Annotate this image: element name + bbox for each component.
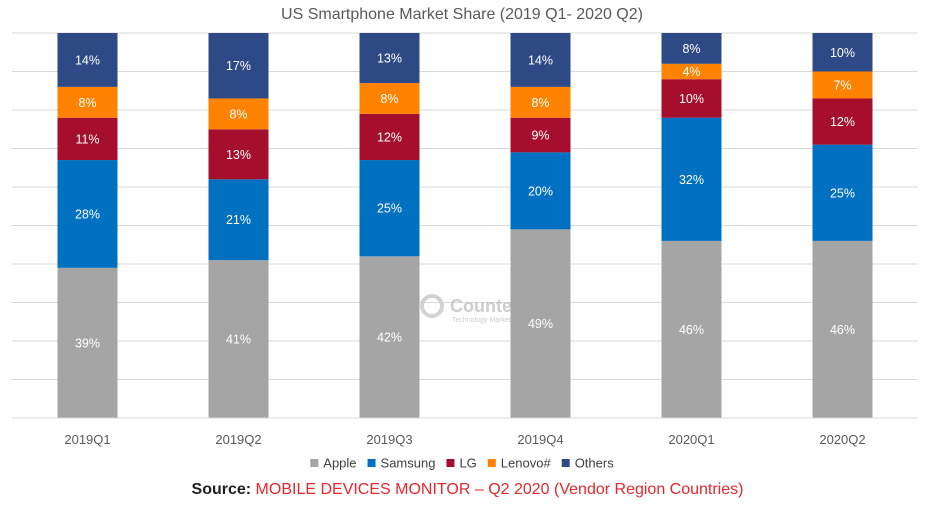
- data-label-others: 13%: [377, 52, 402, 66]
- bar-stack-2020Q1: 46% 32% 10% 4% 8%: [661, 33, 722, 418]
- x-tick-label: 2019Q1: [64, 432, 110, 447]
- bar-segment-apple: [661, 240, 722, 418]
- gridlines: [12, 32, 918, 380]
- bar-segment-apple: [510, 229, 571, 418]
- bar-segment-lg: [208, 129, 269, 180]
- legend-swatch: [367, 459, 376, 467]
- x-tick-label: 2019Q2: [215, 432, 261, 447]
- bar-stack-2019Q2: 41% 21% 13% 8% 17%: [208, 33, 269, 418]
- bar-segment-samsung: [57, 160, 118, 268]
- bar-segment-apple: [812, 240, 873, 418]
- legend: Apple Samsung LG Lenovo# Others: [310, 456, 614, 471]
- bar-segment-samsung: [510, 152, 571, 230]
- data-label-lg: 9%: [531, 129, 549, 143]
- data-label-others: 14%: [528, 53, 553, 67]
- bar-segment-others: [812, 33, 873, 72]
- source-note: Source: MOBILE DEVICES MONITOR – Q2 2020…: [0, 481, 935, 499]
- data-label-samsung: 21%: [226, 213, 251, 227]
- data-label-apple: 49%: [528, 317, 553, 331]
- bar-segment-lenovo: [661, 63, 722, 80]
- legend-item-samsung: Samsung: [367, 456, 436, 471]
- bar-segment-lg: [359, 113, 420, 161]
- data-label-others: 17%: [226, 59, 251, 73]
- data-label-samsung: 25%: [830, 186, 855, 200]
- bar-segment-lg: [661, 79, 722, 118]
- watermark-logo-icon: [420, 294, 444, 318]
- bar-segment-samsung: [661, 117, 722, 241]
- bar-segment-samsung: [359, 160, 420, 257]
- data-label-lg: 12%: [377, 130, 402, 144]
- bar-segment-lenovo: [208, 98, 269, 130]
- data-label-samsung: 32%: [679, 173, 704, 187]
- data-label-apple: 41%: [226, 333, 251, 347]
- bar-segment-lenovo: [57, 86, 118, 118]
- legend-label: Lenovo#: [501, 456, 552, 471]
- legend-label: Others: [575, 456, 615, 471]
- bar-stack-2019Q1: 39% 28% 11% 8% 14%: [57, 33, 118, 418]
- bar-segment-apple: [359, 256, 420, 418]
- bar-segment-others: [359, 33, 420, 84]
- bar-segment-others: [57, 33, 118, 87]
- legend-swatch: [310, 459, 319, 467]
- legend-item-lg: LG: [446, 456, 477, 471]
- legend-item-apple: Apple: [310, 456, 357, 471]
- x-axis: 2019Q1 2019Q2 2019Q3 2019Q4 2020Q1 2020Q2: [12, 417, 918, 447]
- data-label-lg: 10%: [679, 92, 704, 106]
- data-label-lenovo: 7%: [833, 78, 851, 92]
- bar-segment-samsung: [812, 144, 873, 241]
- data-label-apple: 39%: [75, 336, 100, 350]
- source-text: MOBILE DEVICES MONITOR – Q2 2020 (Vendor…: [251, 481, 744, 498]
- legend-label: Samsung: [381, 456, 436, 471]
- bar-segment-lg: [812, 98, 873, 145]
- bar-segment-lenovo: [812, 71, 873, 99]
- bar-segment-others: [661, 33, 722, 64]
- source-prefix: Source:: [191, 481, 252, 498]
- bar-segment-lenovo: [359, 83, 420, 114]
- legend-swatch: [561, 459, 570, 467]
- legend-label: Apple: [323, 456, 356, 471]
- data-label-lg: 13%: [226, 148, 251, 162]
- data-label-others: 14%: [75, 53, 100, 67]
- bar-segment-lenovo: [510, 86, 571, 118]
- data-label-apple: 46%: [679, 323, 704, 337]
- chart-title: US Smartphone Market Share (2019 Q1- 202…: [281, 6, 643, 23]
- x-tick-label: 2019Q3: [366, 432, 412, 447]
- bar-segment-apple: [208, 260, 269, 418]
- stacked-bar-chart: US Smartphone Market Share (2019 Q1- 202…: [12, 6, 918, 471]
- watermark-tagline: Technology Market Research: [452, 317, 543, 324]
- bars: 39% 28% 11% 8% 14% 41% 21% 13% 8% 17% 42% 25% 12% 8% 1…: [57, 33, 873, 418]
- bar-segment-samsung: [208, 179, 269, 261]
- data-label-lg: 11%: [75, 132, 99, 146]
- data-label-others: 8%: [682, 42, 700, 56]
- bar-segment-lg: [510, 117, 571, 153]
- data-label-others: 10%: [830, 46, 855, 60]
- bar-segment-lg: [57, 117, 118, 161]
- data-label-apple: 42%: [377, 331, 402, 345]
- data-label-lenovo: 4%: [682, 65, 700, 79]
- data-label-lenovo: 8%: [380, 92, 398, 106]
- legend-item-others: Others: [561, 456, 615, 471]
- data-label-samsung: 28%: [75, 207, 100, 221]
- bar-stack-2019Q4: 49% 20% 9% 8% 14%: [510, 33, 571, 418]
- data-label-lenovo: 8%: [229, 107, 247, 121]
- x-tick-label: 2020Q2: [819, 432, 865, 447]
- bar-stack-2019Q3: 42% 25% 12% 8% 13%: [359, 33, 420, 418]
- data-label-apple: 46%: [830, 323, 855, 337]
- bar-segment-others: [208, 33, 269, 99]
- bar-stack-2020Q2: 46% 25% 12% 7% 10%: [812, 33, 873, 418]
- legend-item-lenovo: Lenovo#: [487, 456, 552, 471]
- x-tick-label: 2020Q1: [668, 432, 714, 447]
- bar-segment-apple: [57, 267, 118, 418]
- data-label-samsung: 20%: [528, 184, 553, 198]
- x-tick-label: 2019Q4: [517, 432, 563, 447]
- data-label-lg: 12%: [830, 115, 855, 129]
- legend-swatch: [446, 459, 455, 467]
- legend-swatch: [487, 459, 496, 467]
- legend-label: LG: [459, 456, 476, 471]
- data-label-lenovo: 8%: [78, 96, 96, 110]
- bar-segment-others: [510, 33, 571, 87]
- data-label-samsung: 25%: [377, 202, 402, 216]
- data-label-lenovo: 8%: [531, 96, 549, 110]
